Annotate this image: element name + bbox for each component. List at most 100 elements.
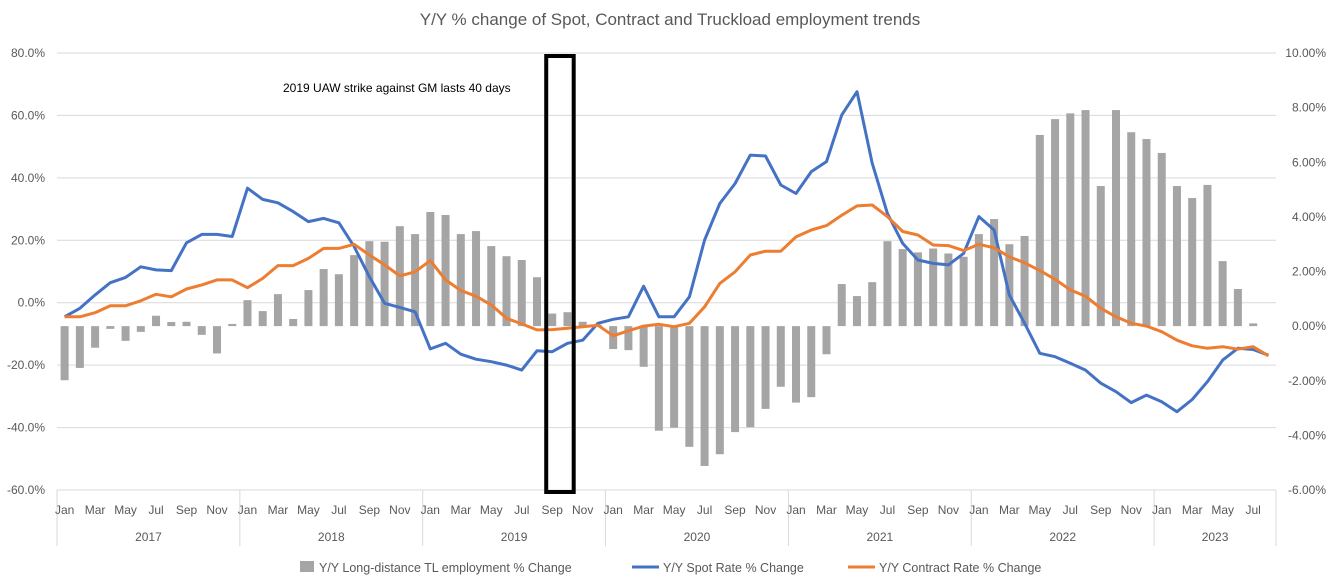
employment-bar: [1005, 244, 1014, 327]
employment-bar: [289, 319, 298, 327]
right-tick-label: -2.00%: [1288, 374, 1326, 388]
year-label: 2017: [135, 530, 162, 544]
employment-bar: [1112, 110, 1121, 327]
employment-bar: [411, 234, 420, 327]
month-tick-label: Sep: [359, 503, 381, 517]
right-tick-label: 4.00%: [1292, 210, 1326, 224]
left-tick-label: 80.0%: [11, 46, 45, 60]
employment-bar: [441, 214, 450, 327]
month-tick-label: Sep: [542, 503, 564, 517]
employment-bar: [852, 296, 861, 327]
employment-bar: [868, 282, 877, 327]
y-y-spot-rate-changeline: [63, 90, 1269, 414]
month-tick-label: Sep: [176, 503, 198, 517]
employment-bar: [472, 231, 481, 327]
employment-bar: [1142, 139, 1151, 327]
employment-bar: [822, 326, 831, 355]
month-tick-label: Jan: [969, 503, 988, 517]
employment-bar: [380, 241, 389, 327]
employment-bar: [639, 326, 648, 367]
employment-bar: [167, 322, 176, 327]
employment-bar: [715, 326, 724, 455]
employment-bar: [792, 326, 801, 403]
legend: Y/Y Long-distance TL employment % Change…: [300, 561, 1041, 575]
employment-bar: [929, 248, 938, 327]
employment-bar: [974, 234, 983, 327]
employment-bar: [1051, 119, 1060, 327]
employment-bar: [959, 256, 968, 327]
right-tick-label: -4.00%: [1288, 428, 1326, 442]
employment-bar: [563, 312, 572, 327]
month-tick-label: May: [1211, 503, 1234, 517]
month-tick-label: Jul: [331, 503, 346, 517]
year-label: 2019: [501, 530, 528, 544]
chart-title: Y/Y % change of Spot, Contract and Truck…: [420, 10, 921, 29]
employment-bar: [532, 277, 541, 327]
month-tick-label: Jul: [148, 503, 163, 517]
employment-bar: [152, 315, 161, 327]
employment-bar: [1233, 288, 1242, 327]
employment-bar: [1035, 134, 1044, 327]
employment-bar: [350, 255, 359, 327]
month-tick-label: Nov: [938, 503, 959, 517]
legend-label: Y/Y Long-distance TL employment % Change: [319, 561, 572, 575]
month-tick-label: Mar: [450, 503, 471, 517]
month-tick-label: Jul: [514, 503, 529, 517]
month-tick-label: Jul: [1245, 503, 1260, 517]
month-tick-label: Sep: [724, 503, 746, 517]
month-tick-label: May: [114, 503, 137, 517]
x-axis: Jan Mar May Jul Sep Nov Jan Mar May Jul Sep Nov Jan M…: [55, 489, 1277, 546]
month-tick-label: May: [297, 503, 320, 517]
strike-annotation-box: [544, 54, 576, 494]
employment-bar: [487, 246, 496, 327]
employment-bar: [1096, 186, 1105, 327]
year-label: 2023: [1202, 530, 1229, 544]
month-tick-label: Nov: [389, 503, 410, 517]
right-tick-label: -6.00%: [1288, 483, 1326, 497]
left-tick-label: 40.0%: [11, 171, 45, 185]
month-tick-label: May: [1028, 503, 1051, 517]
employment-bar: [1127, 132, 1136, 327]
employment-bar: [898, 249, 907, 327]
employment-bar: [776, 326, 785, 387]
employment-bar: [106, 326, 115, 329]
employment-bar: [212, 326, 221, 354]
employment-bar: [578, 321, 587, 327]
rate-lines: [63, 90, 1270, 414]
employment-bar: [609, 326, 618, 350]
employment-bar: [365, 241, 374, 327]
right-tick-label: 8.00%: [1292, 101, 1326, 115]
employment-bar: [456, 234, 465, 327]
legend-swatch-bar: [300, 561, 314, 572]
month-tick-label: Jan: [786, 503, 805, 517]
right-tick-label: 6.00%: [1292, 155, 1326, 169]
employment-bar: [731, 326, 740, 433]
year-label: 2022: [1049, 530, 1076, 544]
year-label: 2020: [684, 530, 711, 544]
month-tick-label: Nov: [755, 503, 776, 517]
employment-bar: [91, 326, 100, 348]
month-tick-label: Jul: [880, 503, 895, 517]
employment-bar: [1218, 261, 1227, 327]
month-tick-label: Nov: [1121, 503, 1142, 517]
month-tick-label: Jan: [603, 503, 622, 517]
month-tick-label: Sep: [907, 503, 929, 517]
month-tick-label: Jan: [421, 503, 440, 517]
month-tick-label: Mar: [633, 503, 654, 517]
y-y-contract-rate-changeline: [64, 203, 1270, 358]
employment-bar: [334, 274, 343, 327]
employment-bar: [807, 326, 816, 398]
employment-bar: [1203, 184, 1212, 327]
employment-bars: [60, 110, 1258, 466]
month-tick-label: May: [663, 503, 686, 517]
month-tick-label: Mar: [268, 503, 289, 517]
employment-bar: [746, 326, 755, 428]
month-tick-label: Nov: [206, 503, 227, 517]
employment-bar: [426, 211, 435, 327]
month-tick-label: May: [846, 503, 869, 517]
left-tick-label: 60.0%: [11, 108, 45, 122]
employment-bar: [319, 269, 328, 327]
left-tick-label: -40.0%: [7, 421, 45, 435]
employment-bar: [883, 241, 892, 327]
